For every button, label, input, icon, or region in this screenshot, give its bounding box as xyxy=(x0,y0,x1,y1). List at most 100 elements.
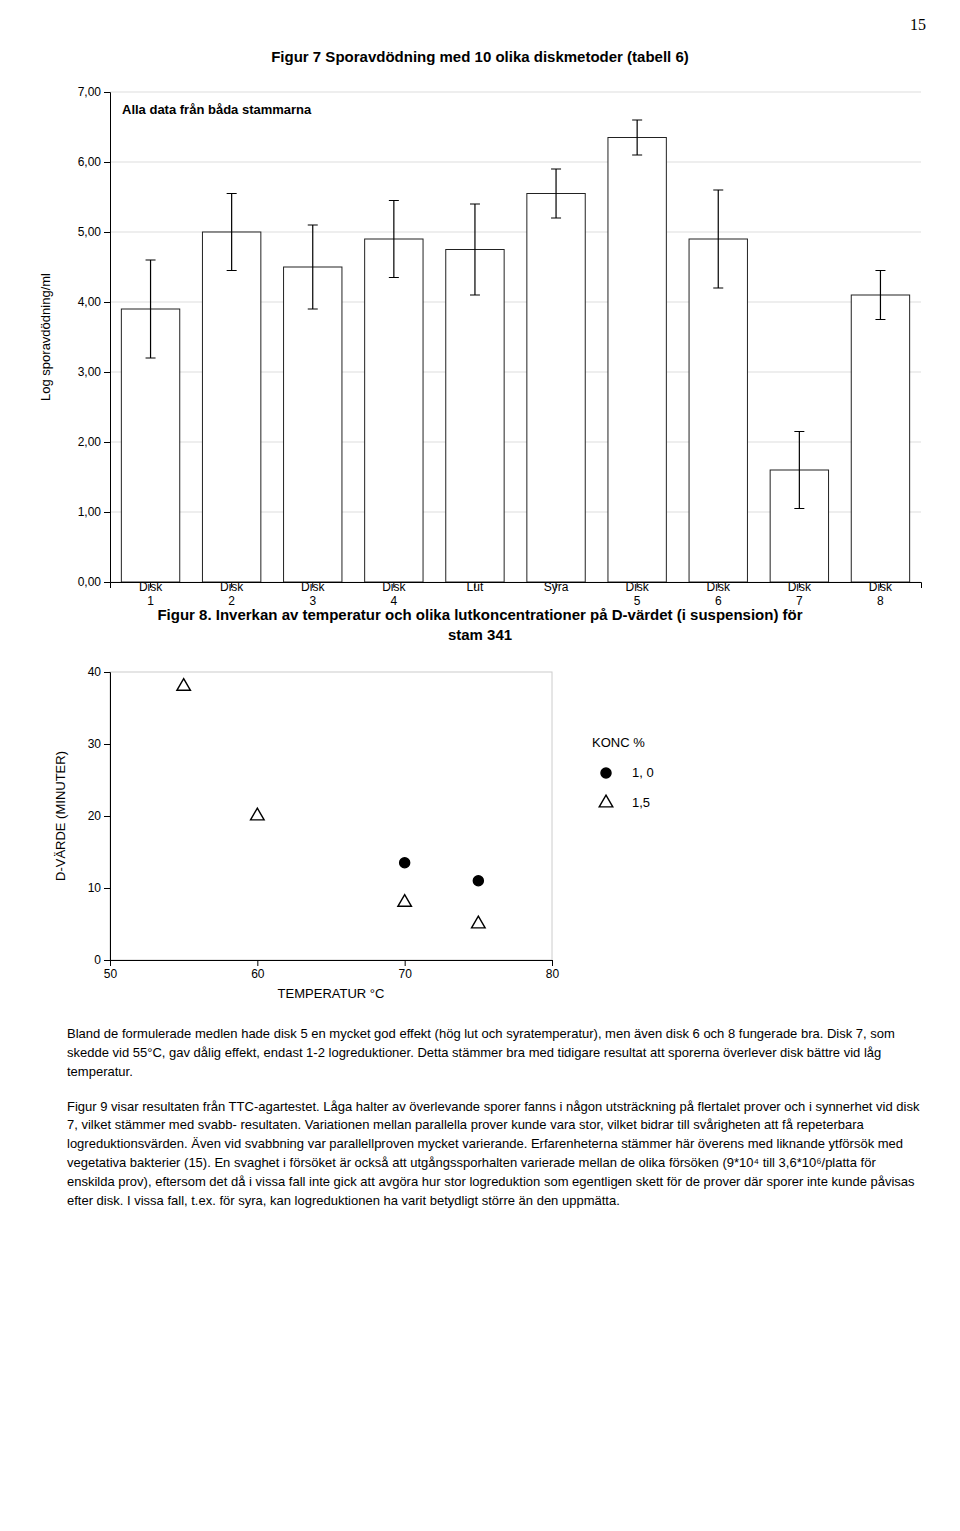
tick-label: 70 xyxy=(398,967,412,981)
tick: Disk7 xyxy=(788,580,812,608)
tick: 6,00 xyxy=(78,155,110,169)
point xyxy=(473,876,483,886)
point xyxy=(251,808,265,820)
tick-label: Disk2 xyxy=(220,580,244,608)
error-bar xyxy=(794,432,804,509)
y-axis-title: Log sporavdödning/ml xyxy=(38,273,53,401)
error-bar xyxy=(227,194,237,271)
tick-label: 40 xyxy=(88,665,102,679)
tick: 0,00 xyxy=(78,575,110,589)
page: 15Disk1Disk2Disk3Disk4LutSyraDisk5Disk6D… xyxy=(0,0,960,1531)
legend-title: KONC % xyxy=(592,735,645,750)
body-text: Bland de formulerade medlen hade disk 5 … xyxy=(67,1025,921,1227)
tick: 4,00 xyxy=(78,295,110,309)
grid-line xyxy=(110,92,921,93)
tick: 3,00 xyxy=(78,365,110,379)
text-line: Figur 8. Inverkan av temperatur och olik… xyxy=(157,606,802,623)
legend-symbol xyxy=(601,768,611,778)
tick: 5,00 xyxy=(78,225,110,239)
tick-label: Disk5 xyxy=(625,580,649,608)
bar xyxy=(527,194,585,583)
tick: Disk2 xyxy=(220,580,244,608)
tick: Disk5 xyxy=(625,580,649,608)
bar xyxy=(689,239,747,582)
tick-mark xyxy=(104,582,110,583)
page-number: 15 xyxy=(910,16,926,33)
legend-entry: 1, 0 xyxy=(632,765,654,780)
tick-mark xyxy=(104,302,110,303)
point xyxy=(398,895,412,907)
tick-mark xyxy=(104,672,110,673)
tick: 80 xyxy=(546,960,560,981)
tick: Lut xyxy=(467,580,484,594)
tick: 30 xyxy=(88,737,110,751)
tick-label: 0 xyxy=(94,953,101,967)
error-bar xyxy=(146,260,156,358)
grid xyxy=(110,92,921,582)
error-bar xyxy=(713,190,723,288)
x-axis: 50 60 70 80 xyxy=(104,960,560,981)
y-axis-title: D-VÄRDE (MINUTER) xyxy=(53,751,68,881)
bar xyxy=(284,267,342,582)
tick: 0 xyxy=(94,953,110,967)
text-line: stam 341 xyxy=(448,626,512,643)
tick-label: Disk4 xyxy=(382,580,406,608)
tick-mark xyxy=(104,372,110,373)
tick-mark xyxy=(104,888,110,889)
axis-domain xyxy=(104,673,111,961)
tick: 50 xyxy=(104,960,118,981)
tick: Disk3 xyxy=(301,580,325,608)
tick-mark xyxy=(257,960,258,966)
tick: 7,00 xyxy=(78,85,110,99)
text-line: Disk xyxy=(139,580,163,594)
tick: 40 xyxy=(88,665,110,679)
plot-area xyxy=(121,120,909,582)
tick-label: Syra xyxy=(544,580,569,594)
error-bar xyxy=(470,204,480,295)
error-bar xyxy=(551,169,561,218)
bar-chart: Disk1Disk2Disk3Disk4LutSyraDisk5Disk6Dis… xyxy=(38,85,922,607)
text-line: Disk xyxy=(788,580,812,594)
tick-label: 4,00 xyxy=(78,295,102,309)
tick-label: 2,00 xyxy=(78,435,102,449)
axis-domain xyxy=(104,93,111,583)
tick: 60 xyxy=(251,960,265,981)
legend-entry: 1,5 xyxy=(632,795,650,810)
tick-mark xyxy=(552,960,553,966)
tick: 10 xyxy=(88,881,110,895)
text-line: Disk xyxy=(301,580,325,594)
text-line: Disk xyxy=(707,580,731,594)
x-axis: Disk1Disk2Disk3Disk4LutSyraDisk5Disk6Dis… xyxy=(111,580,922,608)
point xyxy=(177,679,191,691)
tick-label: 6,00 xyxy=(78,155,102,169)
plot-frame xyxy=(110,672,552,960)
tick-label: 5,00 xyxy=(78,225,102,239)
scatter-chart: 50 60 70 80 0 10 20 30 40 TEMPERATUR °C D-VÄRDE (M… xyxy=(53,665,559,1001)
legend: KONC % 1, 0 1,5 xyxy=(592,735,654,810)
tick-mark xyxy=(104,816,110,817)
bar xyxy=(446,250,504,583)
tick-mark xyxy=(104,442,110,443)
tick-mark xyxy=(104,960,110,961)
tick: Syra xyxy=(544,580,569,594)
tick: 20 xyxy=(88,809,110,823)
tick-mark xyxy=(104,232,110,233)
bar xyxy=(202,232,260,582)
tick: Disk4 xyxy=(382,580,406,608)
text-line: Lut xyxy=(467,580,484,594)
series xyxy=(177,679,485,928)
tick-label: Disk1 xyxy=(139,580,163,608)
x-axis-title: TEMPERATUR °C xyxy=(278,986,385,1001)
tick: 2,00 xyxy=(78,435,110,449)
tick-label: 10 xyxy=(88,881,102,895)
text-line: Disk xyxy=(869,580,893,594)
tick-label: Disk3 xyxy=(301,580,325,608)
error-bar xyxy=(875,271,885,320)
tick-mark xyxy=(104,92,110,93)
tick: 1,00 xyxy=(78,505,110,519)
error-bar xyxy=(308,225,318,309)
tick-label: 30 xyxy=(88,737,102,751)
text-line: 8 xyxy=(877,594,884,608)
tick: 70 xyxy=(398,960,412,981)
tick-mark xyxy=(405,960,406,966)
